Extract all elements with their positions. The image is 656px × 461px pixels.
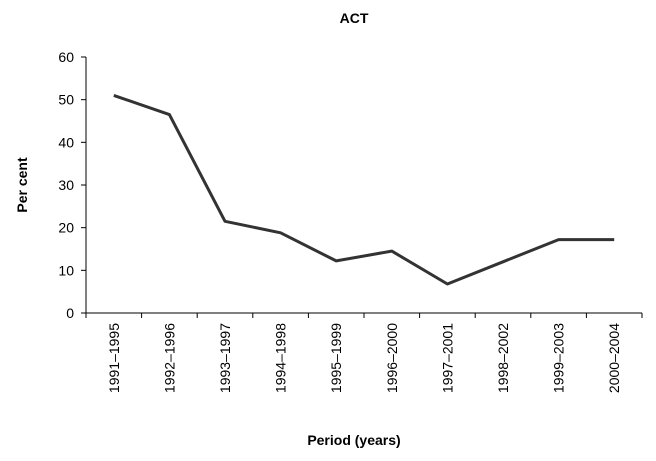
x-tick-label: 1999–2003 [551, 323, 567, 393]
x-tick-label: 1997–2001 [439, 323, 455, 393]
y-tick-label: 10 [58, 262, 74, 278]
x-tick-label: 1998–2002 [495, 323, 511, 393]
data-line [113, 93, 615, 286]
x-tick-label: 1992–1996 [161, 323, 177, 393]
x-tick-label: 1994–1998 [273, 323, 289, 393]
y-tick-label: 0 [66, 305, 74, 321]
x-tick-label: 1991–1995 [106, 323, 122, 393]
y-axis-label: Per cent [14, 157, 30, 213]
y-tick-label: 40 [58, 134, 74, 150]
x-tick-label: 1993–1997 [217, 323, 233, 393]
x-axis-label: Period (years) [307, 432, 400, 448]
x-tick-label: 1996–2000 [384, 323, 400, 393]
y-tick-label: 30 [58, 177, 74, 193]
y-tick-label: 60 [58, 49, 74, 65]
x-tick-label: 1995–1999 [328, 323, 344, 393]
y-tick-label: 20 [58, 220, 74, 236]
chart-title: ACT [340, 10, 369, 26]
x-tick-label: 2000–2004 [606, 323, 622, 393]
y-tick-label: 50 [58, 92, 74, 108]
